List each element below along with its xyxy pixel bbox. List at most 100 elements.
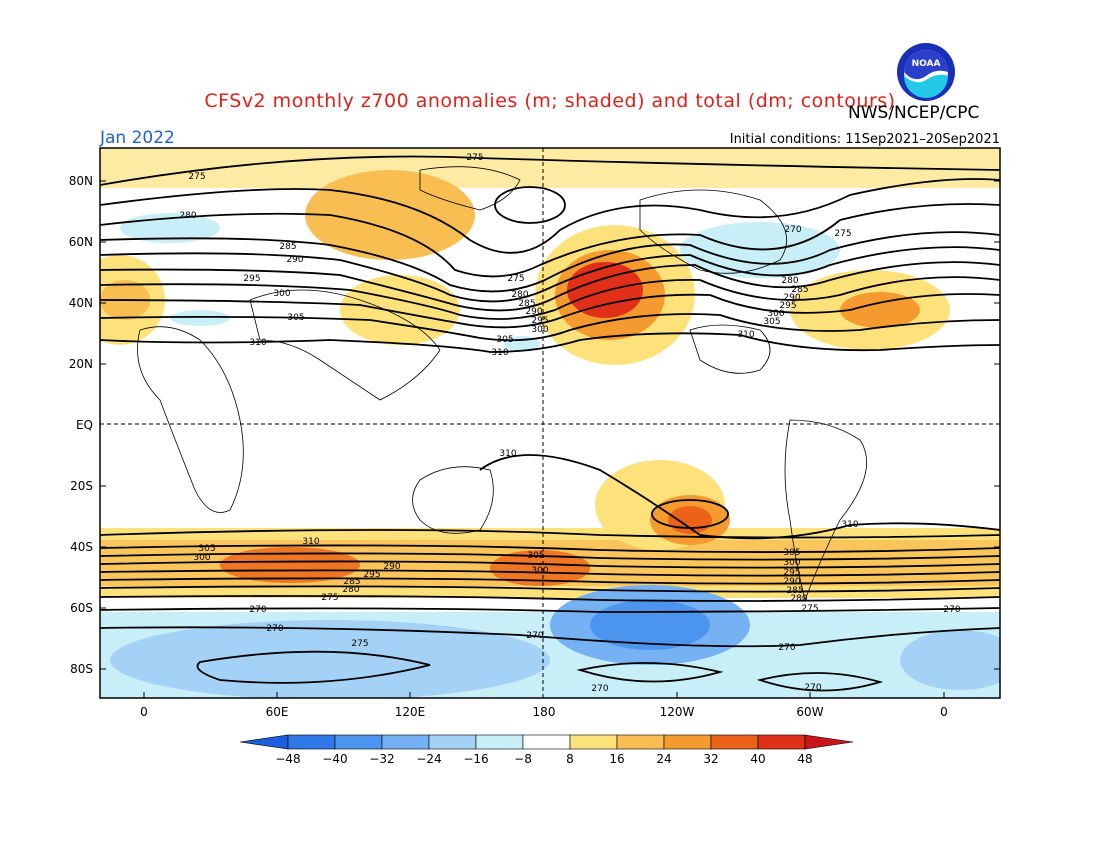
org-label: NWS/NCEP/CPC: [848, 103, 980, 123]
contour-lines: [100, 155, 1000, 540]
colorbar-tick-label: 32: [703, 752, 718, 766]
lon-label: 180: [533, 705, 556, 719]
contour-label: 270: [526, 631, 543, 641]
lat-label: 60N: [69, 235, 93, 249]
lon-label: 120W: [660, 705, 695, 719]
colorbar-tick-label: −48: [275, 752, 300, 766]
lon-label: 60W: [796, 705, 823, 719]
contour-label: 275: [801, 604, 818, 614]
contour-label: 280: [790, 594, 807, 604]
contour-label: 300: [767, 309, 784, 319]
contour-label: 270: [943, 605, 960, 615]
colorbar-swatch: [710, 734, 759, 750]
contour-label: 285: [343, 577, 360, 587]
contour-label: 295: [363, 570, 380, 580]
contour-label: 300: [273, 289, 290, 299]
contour-label: 270: [591, 684, 608, 694]
colorbar-swatch: [334, 734, 383, 750]
contour-label: 295: [243, 274, 260, 284]
colorbar-tick-label: −32: [369, 752, 394, 766]
contour-label: 270: [778, 643, 795, 653]
colorbar-arrow-left: [239, 734, 289, 750]
contour-label: 280: [179, 211, 196, 221]
lon-label: 0: [140, 705, 148, 719]
contour-label: 280: [511, 290, 528, 300]
map-frame: [99, 147, 1001, 699]
contour-label: 290: [783, 293, 800, 303]
contour-label: 270: [784, 225, 801, 235]
longitude-axis: 0 60E 120E 180 120W 60W 0: [140, 705, 948, 719]
lat-label: EQ: [76, 418, 93, 432]
colorbar-arrow-right: [804, 734, 854, 750]
lat-label: 20N: [69, 357, 93, 371]
logo-text: NOAA: [912, 59, 941, 69]
lon-label: 0: [940, 705, 948, 719]
contour-label: 305: [763, 317, 780, 327]
colorbar-swatch: [616, 734, 665, 750]
contour-label: 300: [193, 553, 210, 563]
colorbar-tick-label: 24: [656, 752, 671, 766]
contour-label: 280: [342, 585, 359, 595]
lat-label: 20S: [70, 479, 93, 493]
contour-label: 310: [302, 537, 319, 547]
lat-label: 80S: [70, 662, 93, 676]
contour-label: 305: [783, 548, 800, 558]
colorbar-swatch: [475, 734, 524, 750]
contour-label: 275: [466, 153, 483, 163]
colorbar-swatch: [381, 734, 430, 750]
contour-label: 300: [531, 325, 548, 335]
contour-label: 290: [383, 562, 400, 572]
lat-label: 60S: [70, 601, 93, 615]
colorbar-swatch: [569, 734, 618, 750]
colorbar-swatch: [287, 734, 336, 750]
latitude-axis: 80N 60N 40N 20N EQ 20S 40S 60S 80S: [69, 174, 93, 676]
colorbar-tick-label: −16: [463, 752, 488, 766]
contour-label: 275: [507, 274, 524, 284]
period-label: Jan 2022: [100, 128, 175, 148]
contour-label: 295: [531, 316, 548, 326]
map-title: CFSv2 monthly z700 anomalies (m; shaded)…: [204, 90, 896, 112]
lat-label: 80N: [69, 174, 93, 188]
contour-label: 285: [791, 285, 808, 295]
contour-label: 270: [804, 683, 821, 693]
noaa-logo: NOAA: [897, 43, 955, 101]
contour-label: 275: [188, 172, 205, 182]
contour-label: 305: [496, 335, 513, 345]
contour-label: 275: [351, 639, 368, 649]
colorbar-tick-label: 16: [609, 752, 624, 766]
colorbar-tick-label: 40: [750, 752, 765, 766]
latitude-ticks: [100, 180, 1000, 698]
colorbar-tick-label: −40: [322, 752, 347, 766]
colorbar: −48 −40 −32 −24 −16 −8 8 16 24 32 40 48: [239, 734, 854, 766]
colorbar-swatch: [757, 734, 806, 750]
contour-label: 300: [531, 566, 548, 576]
colorbar-tick-label: 48: [797, 752, 812, 766]
contour-label: 280: [781, 276, 798, 286]
contour-label: 290: [525, 307, 542, 317]
initial-conditions-label: Initial conditions: 11Sep2021–20Sep2021: [729, 132, 1000, 147]
colorbar-swatch: [428, 734, 477, 750]
lon-label: 60E: [266, 705, 289, 719]
colorbar-swatch: [663, 734, 712, 750]
lat-label: 40S: [70, 540, 93, 554]
contour-label: 295: [783, 568, 800, 578]
contour-label: 310: [841, 520, 858, 530]
contour-label: 270: [249, 605, 266, 615]
contour-label: 290: [286, 255, 303, 265]
colorbar-tick-label: 8: [566, 752, 574, 766]
contour-label: 295: [779, 301, 796, 311]
colorbar-tick-label: −24: [416, 752, 441, 766]
contour-label: 310: [491, 348, 508, 358]
lon-label: 120E: [395, 705, 426, 719]
contour-label: 305: [527, 551, 544, 561]
contour-label: 275: [321, 593, 338, 603]
contour-label: 285: [518, 299, 535, 309]
contour-label: 270: [266, 624, 283, 634]
colorbar-tick-label: −8: [514, 752, 532, 766]
contour-label: 290: [783, 577, 800, 587]
contour-label: 305: [198, 544, 215, 554]
contour-label: 275: [834, 229, 851, 239]
lat-label: 40N: [69, 296, 93, 310]
colorbar-swatch: [522, 734, 571, 750]
